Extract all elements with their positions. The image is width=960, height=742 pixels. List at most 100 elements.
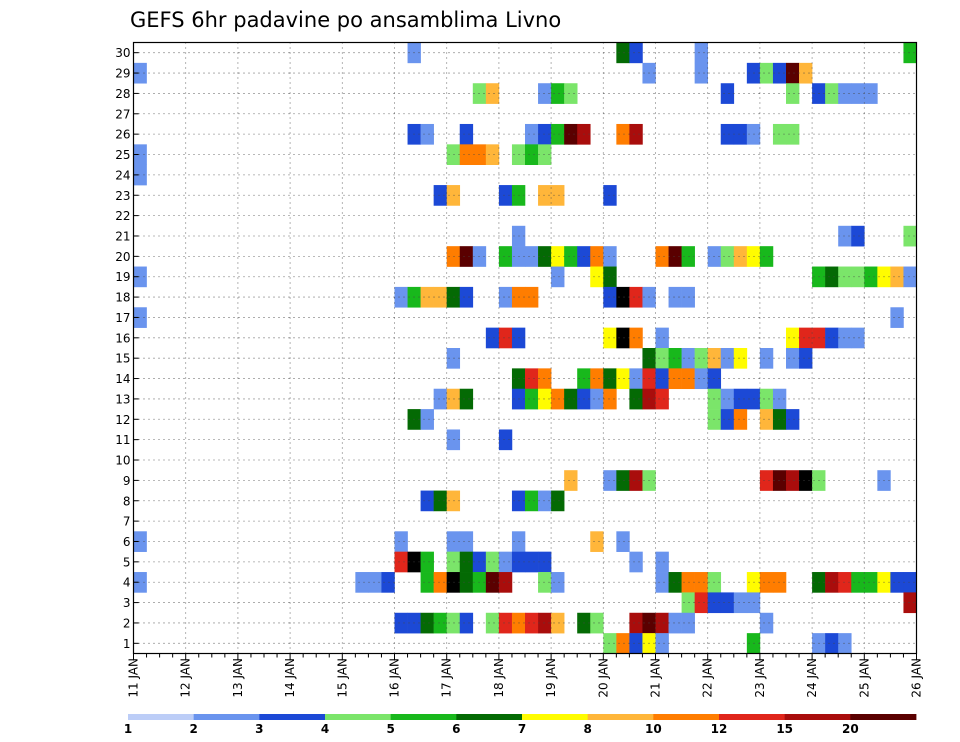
heatmap-cell [772, 62, 787, 84]
heatmap-cell [786, 123, 800, 145]
heatmap-cell [616, 470, 630, 491]
x-tick-label: 16 JAN [388, 658, 402, 698]
heatmap-cell [459, 388, 474, 410]
colorbar-label: 7 [518, 722, 526, 736]
colorbar-swatch [259, 714, 326, 720]
y-tick-label: 17 [115, 311, 130, 325]
heatmap-cell [720, 246, 735, 267]
heatmap-cell [459, 551, 474, 573]
heatmap-cell [551, 490, 565, 512]
colorbar-swatch [587, 714, 654, 720]
heatmap-cell [786, 83, 800, 104]
heatmap-cell [498, 286, 513, 308]
heatmap-cell [903, 592, 917, 614]
heatmap-cell [446, 246, 461, 267]
colorbar-label: 15 [776, 722, 793, 736]
colorbar-swatch [456, 714, 523, 720]
heatmap-cell [720, 83, 735, 104]
heatmap-cell [394, 531, 408, 552]
heatmap-cell [485, 551, 500, 573]
x-tick-label: 17 JAN [440, 658, 454, 698]
heatmap-cell [498, 572, 513, 593]
heatmap-cell [590, 246, 604, 267]
heatmap-cell [603, 470, 617, 491]
heatmap-cell [733, 123, 748, 145]
grid-lines [133, 42, 917, 654]
heatmap-cell [485, 327, 500, 349]
heatmap-cell [786, 348, 800, 369]
x-tick-label: 12 JAN [179, 658, 193, 698]
heatmap-cell [446, 144, 461, 165]
heatmap-cell [538, 83, 552, 104]
y-tick-label: 16 [115, 331, 130, 345]
heatmap-cell [759, 348, 774, 369]
heatmap-cell [420, 612, 434, 634]
heatmap-cell [759, 612, 774, 634]
heatmap-cell [694, 42, 708, 64]
heatmap-cell [538, 123, 552, 145]
heatmap-cell [668, 286, 682, 308]
y-tick-label: 6 [123, 535, 131, 549]
heatmap-cell [446, 551, 461, 573]
heatmap-cell [420, 551, 434, 573]
heatmap-cell [655, 368, 669, 390]
colorbar-label: 8 [583, 722, 591, 736]
heatmap-cell [603, 388, 617, 410]
heatmap-cell [629, 470, 643, 491]
heatmap-cell [759, 572, 774, 593]
heatmap-cell [825, 572, 839, 593]
heatmap-cell [772, 388, 787, 410]
colorbar-label: 6 [452, 722, 460, 736]
y-tick-label: 30 [115, 46, 130, 60]
y-tick-label: 14 [115, 372, 130, 386]
heatmap-cell [538, 388, 552, 410]
heatmap-cell [603, 368, 617, 390]
heatmap-cell [799, 62, 813, 84]
heatmap-cell [786, 62, 800, 84]
heatmap-cell [629, 388, 643, 410]
heatmap-cell [355, 572, 369, 593]
heatmap-cell [681, 246, 695, 267]
colorbar-swatch [522, 714, 589, 720]
x-tick-label: 21 JAN [649, 658, 663, 698]
heatmap-cell [420, 409, 434, 430]
y-tick-label: 3 [123, 596, 131, 610]
heatmap-cell [551, 388, 565, 410]
heatmap-cell [446, 348, 461, 369]
y-tick-label: 21 [115, 229, 130, 243]
heatmap-cell [720, 348, 735, 369]
heatmap-cell [681, 572, 695, 593]
heatmap-cell [603, 633, 617, 654]
heatmap-cell [838, 633, 852, 654]
heatmap-cell [394, 286, 408, 308]
heatmap-cell [759, 409, 774, 430]
heatmap-cell [538, 246, 552, 267]
heatmap-cell [616, 531, 630, 552]
heatmap-cell [838, 572, 852, 593]
colorbar-swatch [653, 714, 720, 720]
heatmap-cell [459, 144, 474, 165]
heatmap-cell [629, 612, 643, 634]
y-tick-label: 2 [123, 616, 131, 630]
heatmap-cell [864, 266, 878, 288]
heatmap-cell [825, 633, 839, 654]
colorbar-label: 5 [386, 722, 394, 736]
heatmap-cell [772, 123, 787, 145]
heatmap-cell [525, 490, 539, 512]
heatmap-cell [525, 123, 539, 145]
heatmap-cell [459, 612, 474, 634]
heatmap-cell [603, 286, 617, 308]
heatmap-cell [381, 572, 395, 593]
heatmap-cell [851, 83, 865, 104]
colorbar-swatch [193, 714, 260, 720]
heatmap-cell [564, 470, 578, 491]
heatmap-cell [772, 470, 787, 491]
colorbar-label: 20 [842, 722, 859, 736]
colorbar-label: 10 [645, 722, 662, 736]
heatmap-cell [629, 286, 643, 308]
x-tick-label: 20 JAN [596, 658, 610, 698]
heatmap-cell [681, 286, 695, 308]
colorbar-label: 1 [124, 722, 132, 736]
heatmap-cell [629, 368, 643, 390]
